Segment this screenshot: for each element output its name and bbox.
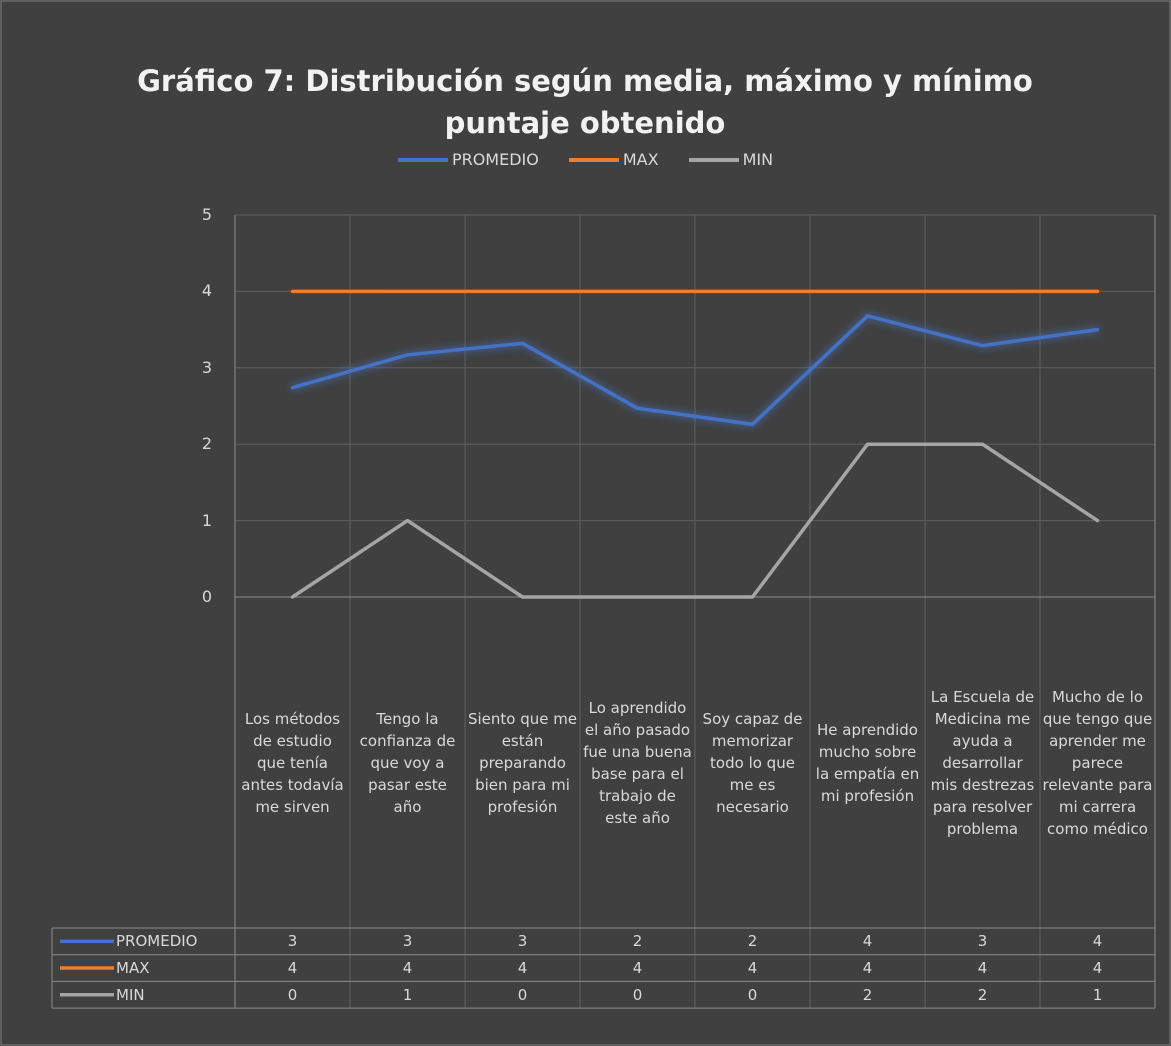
table-value: 4 [517, 959, 528, 978]
table-value: 0 [747, 985, 758, 1004]
legend-item: PROMEDIO [397, 150, 539, 169]
chart-title: Gráfico 7: Distribución según media, máx… [137, 64, 1033, 140]
legend-label: MIN [742, 150, 774, 169]
table-value: 3 [287, 932, 298, 951]
table-series-name: PROMEDIO [116, 932, 198, 951]
table-value: 0 [517, 985, 528, 1004]
table-value: 4 [1092, 932, 1103, 951]
x-tick-label: Los métodos de estudio que tenía antes t… [241, 709, 344, 816]
legend-key [568, 157, 619, 162]
y-tick-label: 2 [201, 434, 212, 454]
x-tick-label: La Escuela de Medicina me ayuda a desarr… [930, 687, 1035, 838]
table-value: 3 [402, 932, 413, 951]
legend-key [688, 157, 739, 162]
x-tick-label: He aprendido mucho sobre la empatía en m… [815, 720, 920, 805]
table-value: 4 [287, 959, 298, 978]
legend-label: PROMEDIO [451, 150, 539, 169]
table-value: 4 [747, 959, 758, 978]
series-line [290, 314, 1100, 427]
series-line [290, 442, 1100, 599]
table-value: 3 [517, 932, 528, 951]
x-tick-label: Lo aprendido el año pasado fue una buena… [583, 698, 692, 827]
table-value: 3 [977, 932, 988, 951]
y-tick-label: 1 [201, 510, 212, 530]
table-value: 4 [1092, 959, 1103, 978]
table-series-name: MAX [116, 959, 150, 978]
y-tick-label: 5 [201, 205, 212, 224]
legend-label: MAX [622, 150, 659, 169]
x-tick-label: Siento que me están preparando bien para… [467, 709, 578, 816]
table-value: 2 [632, 932, 643, 951]
table-value: 4 [862, 932, 873, 951]
table-value: 4 [402, 959, 413, 978]
table-value: 4 [977, 959, 988, 978]
table-value: 4 [632, 959, 643, 978]
table-value: 0 [287, 985, 298, 1004]
legend: PROMEDIO MAX MIN [0, 150, 1171, 169]
y-tick-label: 4 [201, 281, 212, 301]
y-tick-label: 0 [201, 587, 212, 606]
legend-key [397, 157, 448, 162]
x-tick-label: Tengo la confianza de que voy a pasar es… [359, 709, 456, 816]
table-value: 2 [747, 932, 758, 951]
table-value: 0 [632, 985, 643, 1004]
y-tick-label: 3 [201, 357, 212, 377]
table-value: 2 [862, 985, 873, 1004]
table-value: 1 [1092, 985, 1103, 1004]
table-value: 4 [862, 959, 873, 978]
table-series-name: MIN [116, 985, 145, 1004]
legend-item: MIN [688, 150, 774, 169]
x-tick-label: Soy capaz de memorizar todo lo que me es… [702, 709, 803, 816]
table-value: 1 [402, 985, 413, 1004]
x-tick-label: Mucho de lo que tengo que aprender me pa… [1042, 687, 1153, 838]
table-value: 2 [977, 985, 988, 1004]
legend-item: MAX [568, 150, 659, 169]
